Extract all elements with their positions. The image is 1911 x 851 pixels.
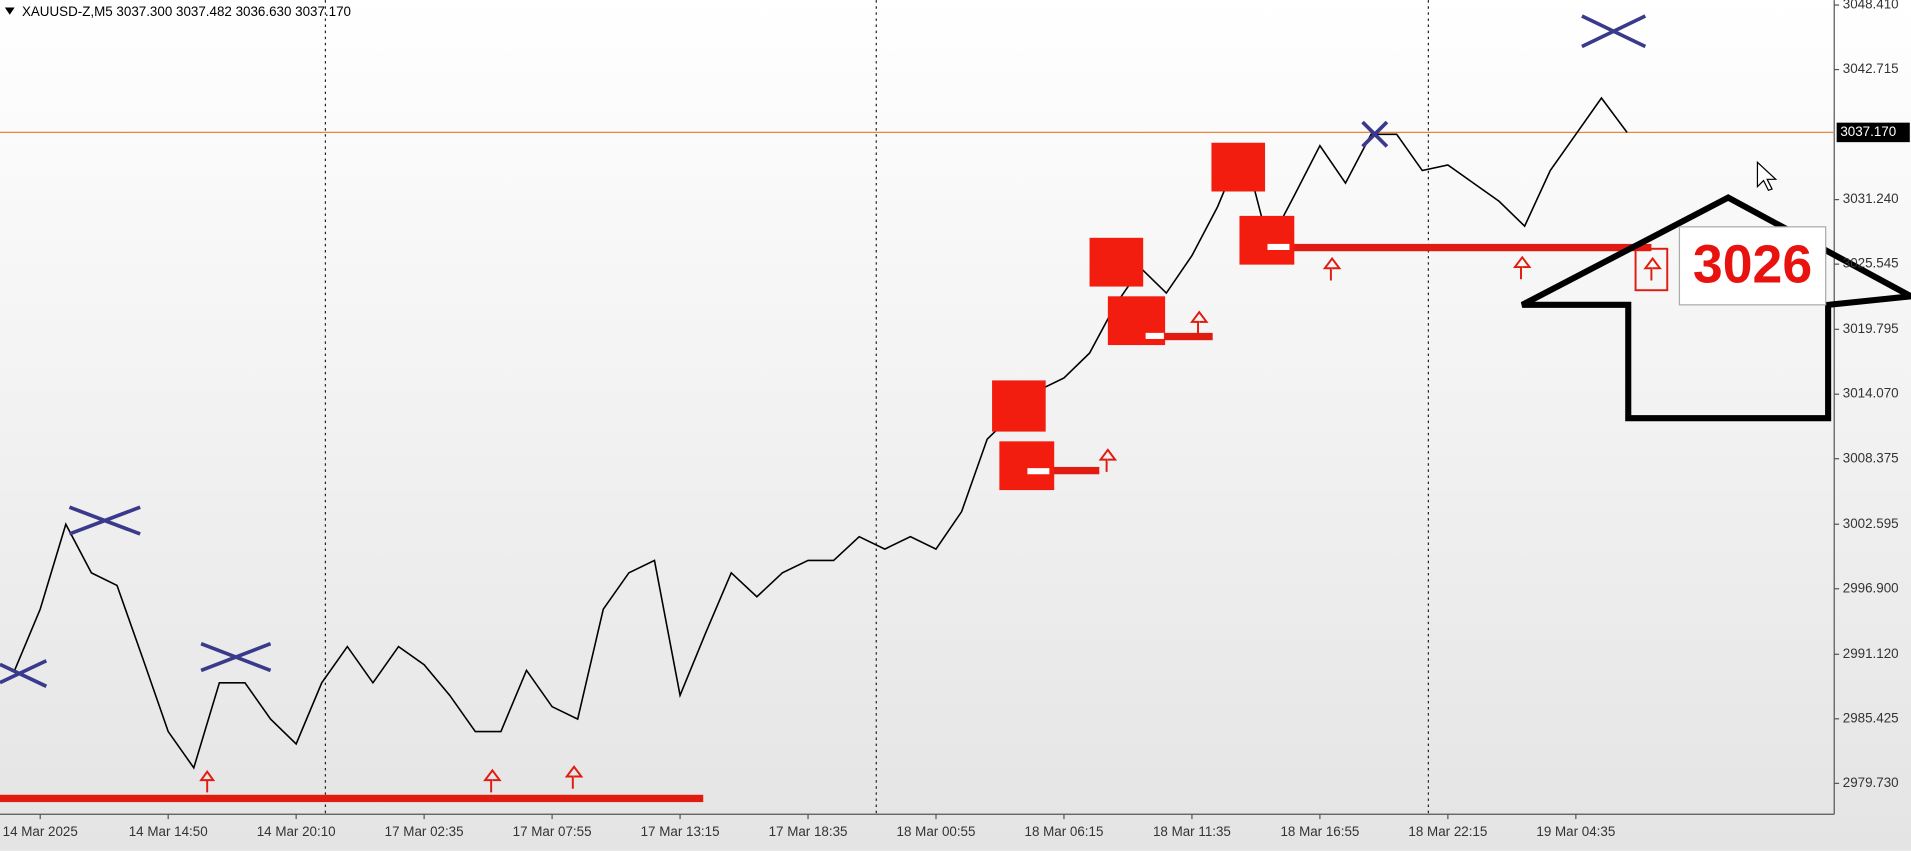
y-tick-label: 3008.375 <box>1843 450 1899 465</box>
x-tick-label: 17 Mar 02:35 <box>385 824 464 839</box>
x-tick-label: 18 Mar 06:15 <box>1025 824 1104 839</box>
x-tick-label: 17 Mar 07:55 <box>513 824 592 839</box>
x-tick-label: 14 Mar 14:50 <box>129 824 208 839</box>
x-tick-label: 18 Mar 22:15 <box>1408 824 1487 839</box>
y-tick-label: 2979.730 <box>1843 775 1899 790</box>
x-tick-label: 17 Mar 13:15 <box>641 824 720 839</box>
chart-title: XAUUSD-Z,M5 3037.300 3037.482 3036.630 3… <box>22 4 351 19</box>
y-tick-label: 3031.240 <box>1843 191 1899 206</box>
x-tick-label: 14 Mar 20:10 <box>257 824 336 839</box>
y-tick-label: 3025.545 <box>1843 256 1899 271</box>
x-tick-label: 14 Mar 2025 <box>3 824 78 839</box>
menu-arrow[interactable] <box>4 7 15 15</box>
x-tick-label: 18 Mar 00:55 <box>897 824 976 839</box>
y-tick-label: 3019.795 <box>1843 321 1899 336</box>
x-tick-label: 17 Mar 18:35 <box>769 824 848 839</box>
y-tick-label: 2985.425 <box>1843 710 1899 725</box>
price-label: 3037.170 <box>1840 124 1896 139</box>
price-annotation: 3026 <box>1693 234 1812 294</box>
price-line-series <box>13 96 1628 770</box>
x-tick-label: 18 Mar 16:55 <box>1280 824 1359 839</box>
price-label-box <box>1836 122 1910 143</box>
y-tick-label: 2991.120 <box>1843 646 1899 661</box>
y-tick-label: 3042.715 <box>1843 61 1899 76</box>
x-tick-label: 19 Mar 04:35 <box>1536 824 1615 839</box>
y-tick-label: 3002.595 <box>1843 516 1899 531</box>
y-tick-label: 3048.410 <box>1843 0 1899 12</box>
y-tick-label: 2996.900 <box>1843 580 1899 595</box>
y-tick-label: 3014.070 <box>1843 386 1899 401</box>
x-tick-label: 18 Mar 11:35 <box>1153 824 1231 839</box>
annotations <box>0 14 1911 803</box>
